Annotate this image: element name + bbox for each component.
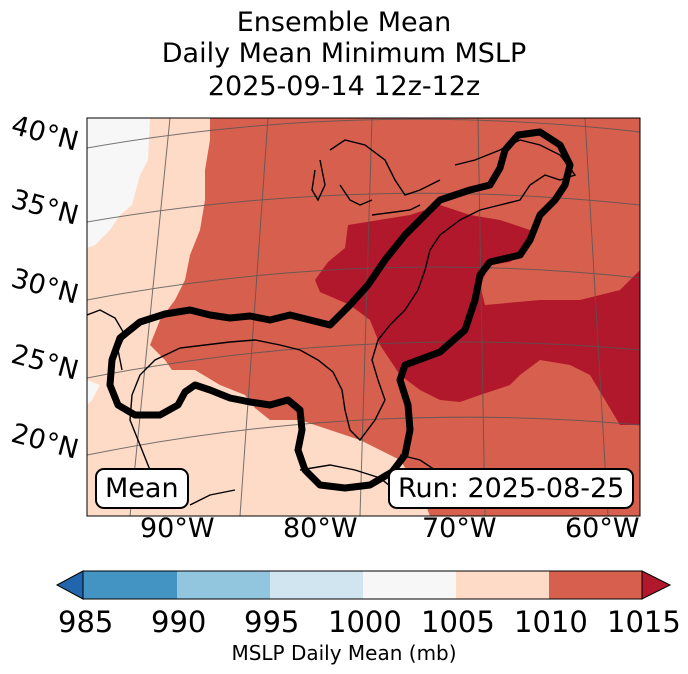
coastlines — [87, 139, 577, 506]
graticule — [87, 118, 640, 516]
field-1000-1005 — [87, 118, 150, 248]
run-date-box: Run: 2025-08-25 — [388, 468, 635, 509]
colorbar-seg-985-990 — [83, 571, 177, 599]
lon-label-80w: 80°W — [283, 513, 358, 544]
cbar-tick-1010: 1010 — [514, 605, 588, 639]
colorbar-under-arrow — [55, 570, 84, 600]
cbar-tick-1000: 1000 — [328, 605, 402, 639]
colorbar-over-arrow — [641, 570, 672, 600]
map-panel — [87, 118, 640, 516]
colorbar-seg-1010-1015 — [549, 571, 642, 599]
field-1000-1005-small — [87, 380, 100, 405]
lon-label-60w: 60°W — [565, 513, 640, 544]
colorbar — [55, 570, 672, 600]
colorbar-seg-995-1000 — [270, 571, 363, 599]
cbar-tick-1005: 1005 — [421, 605, 495, 639]
lon-label-70w: 70°W — [422, 513, 497, 544]
cbar-tick-990: 990 — [151, 605, 207, 639]
cbar-tick-985: 985 — [58, 605, 114, 639]
ensemble-contour — [106, 128, 574, 492]
field-over-1015 — [315, 205, 640, 425]
title-line-3: 2025-09-14 12z-12z — [207, 71, 481, 102]
colorbar-seg-1000-1005 — [363, 571, 456, 599]
colorbar-seg-990-995 — [177, 571, 270, 599]
lon-label-90w: 90°W — [140, 513, 215, 544]
cbar-tick-1015: 1015 — [607, 605, 681, 639]
colorbar-seg-1005-1010 — [456, 571, 549, 599]
cbar-tick-995: 995 — [244, 605, 300, 639]
colorbar-label: MSLP Daily Mean (mb) — [231, 641, 457, 665]
colorbar-frame — [82, 570, 643, 600]
title-line-2: Daily Mean Minimum MSLP — [161, 38, 527, 69]
mean-box: Mean — [95, 468, 189, 509]
title-line-1: Ensemble Mean — [236, 7, 452, 38]
map-frame — [86, 117, 641, 517]
